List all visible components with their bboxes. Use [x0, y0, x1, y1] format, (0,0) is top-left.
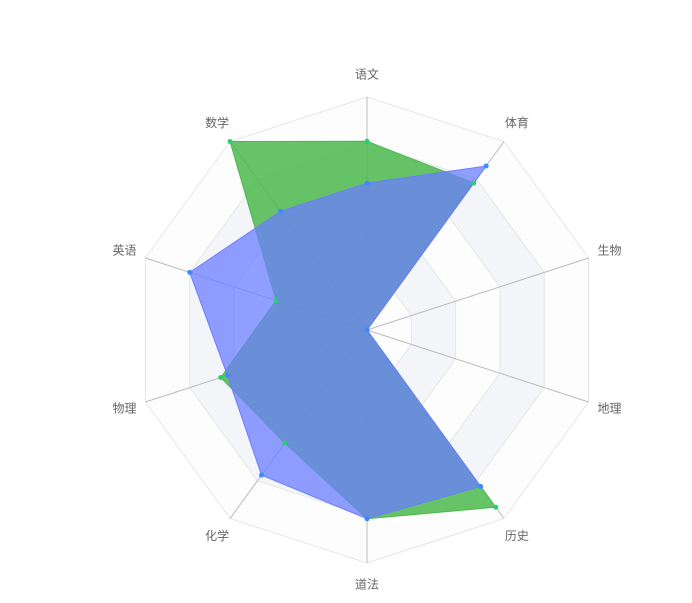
data-point [278, 208, 284, 214]
data-point [224, 372, 230, 378]
axis-label: 生物 [598, 244, 622, 258]
axis-line [366, 257, 589, 331]
axis-label: 语文 [355, 67, 379, 82]
axis-label: 体育 [505, 115, 529, 130]
axis-label: 英语 [112, 244, 136, 258]
axis-label: 化学 [205, 528, 229, 543]
axis-label: 物理 [112, 401, 136, 415]
data-point [493, 504, 499, 510]
data-point [471, 180, 477, 186]
data-point [187, 269, 193, 275]
data-point [218, 375, 224, 381]
data-point [364, 516, 370, 522]
data-point [282, 440, 288, 446]
data-point [483, 163, 489, 169]
axis-label: 历史 [505, 529, 529, 543]
axis-label: 地理 [598, 401, 622, 415]
data-point [227, 138, 233, 144]
data-point [364, 327, 370, 333]
series-area [189, 165, 488, 520]
data-point [364, 138, 370, 144]
data-point [259, 472, 265, 478]
axis-label: 数学 [205, 115, 229, 130]
data-point [273, 297, 279, 303]
data-point [478, 483, 484, 489]
axis-label: 道法 [355, 578, 379, 592]
axis-line [366, 329, 589, 403]
data-point [364, 180, 370, 186]
